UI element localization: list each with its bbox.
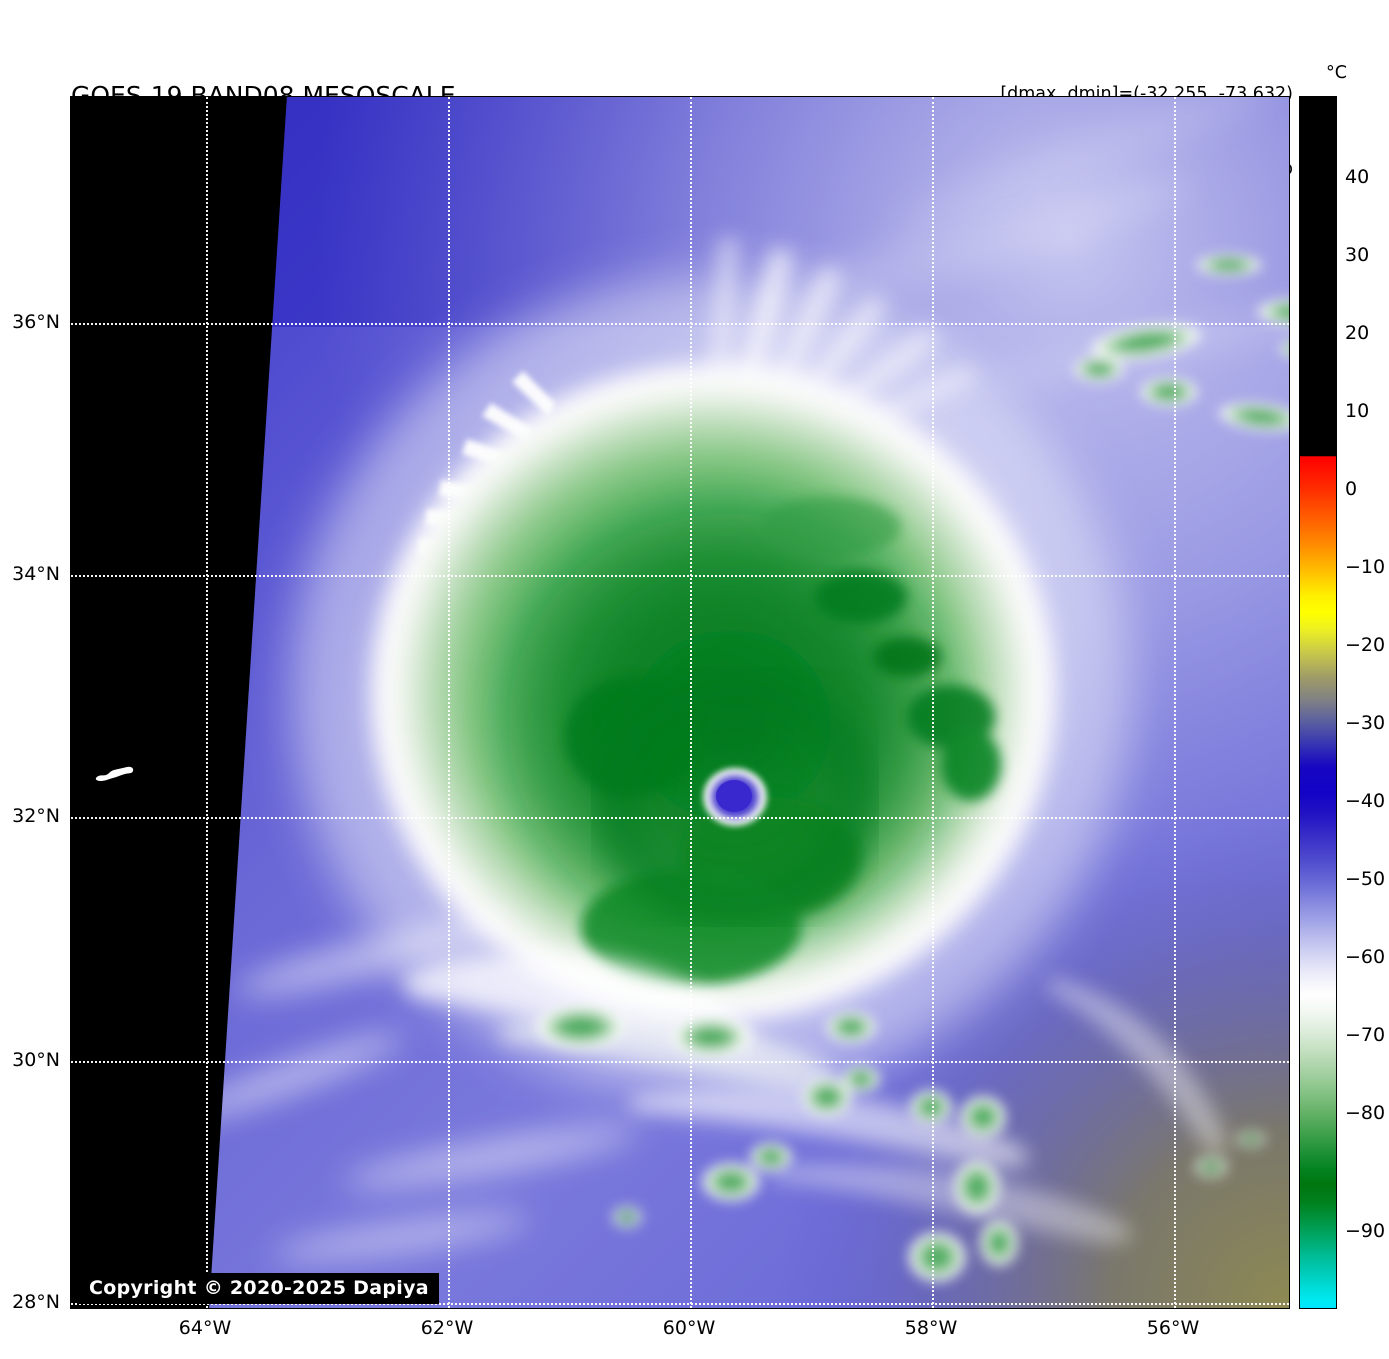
gridline-lon-60 [690, 97, 692, 1308]
xtick-label-56W: 56°W [1146, 1317, 1200, 1339]
cbtick-label-20: 20 [1345, 322, 1370, 344]
ytick-label-36N: 36°N [12, 311, 60, 333]
ytick-label-28N: 28°N [12, 1291, 60, 1313]
storm-eye [701, 766, 769, 828]
copyright-watermark: Copyright © 2020-2025 Dapiya [79, 1273, 439, 1304]
gridline-lon-62 [448, 97, 450, 1308]
gridline-lat-36 [71, 323, 1289, 325]
gridline-lon-64 [206, 97, 208, 1308]
gridline-lon-56 [1174, 97, 1176, 1308]
cbtick-label-m90: −90 [1345, 1220, 1386, 1242]
gridline-lat-28 [71, 1303, 1289, 1305]
xtick-label-58W: 58°W [904, 1317, 958, 1339]
gridline-lat-34 [71, 575, 1289, 577]
cbtick-label-m30: −30 [1345, 712, 1386, 734]
colorbar-unit-label: °C [1326, 63, 1347, 83]
cbtick-label-m80: −80 [1345, 1102, 1386, 1124]
xtick-label-60W: 60°W [662, 1317, 716, 1339]
gridline-lat-30 [71, 1061, 1289, 1063]
cbtick-label-30: 30 [1345, 244, 1370, 266]
cbtick-label-m10: −10 [1345, 556, 1386, 578]
ytick-label-30N: 30°N [12, 1049, 60, 1071]
xtick-label-62W: 62°W [420, 1317, 474, 1339]
xtick-label-64W: 64°W [178, 1317, 232, 1339]
cbtick-label-10: 10 [1345, 400, 1370, 422]
ir-brightness-field [71, 97, 1289, 1308]
cbtick-label-m50: −50 [1345, 868, 1386, 890]
cbtick-label-m60: −60 [1345, 946, 1386, 968]
cbtick-label-m40: −40 [1345, 790, 1386, 812]
satellite-image-plot: Copyright © 2020-2025 Dapiya [70, 96, 1290, 1309]
ytick-label-34N: 34°N [12, 563, 60, 585]
ytick-label-32N: 32°N [12, 805, 60, 827]
cbtick-label-m20: −20 [1345, 634, 1386, 656]
temperature-colorbar [1299, 96, 1337, 1309]
bermuda-island-outline [95, 766, 134, 781]
brightness-temperature-raster: Copyright © 2020-2025 Dapiya [71, 97, 1289, 1308]
gridline-lon-58 [932, 97, 934, 1308]
cbtick-label-m70: −70 [1345, 1024, 1386, 1046]
cbtick-label-0: 0 [1345, 478, 1358, 500]
cbtick-label-40: 40 [1345, 166, 1370, 188]
gridline-lat-32 [71, 817, 1289, 819]
